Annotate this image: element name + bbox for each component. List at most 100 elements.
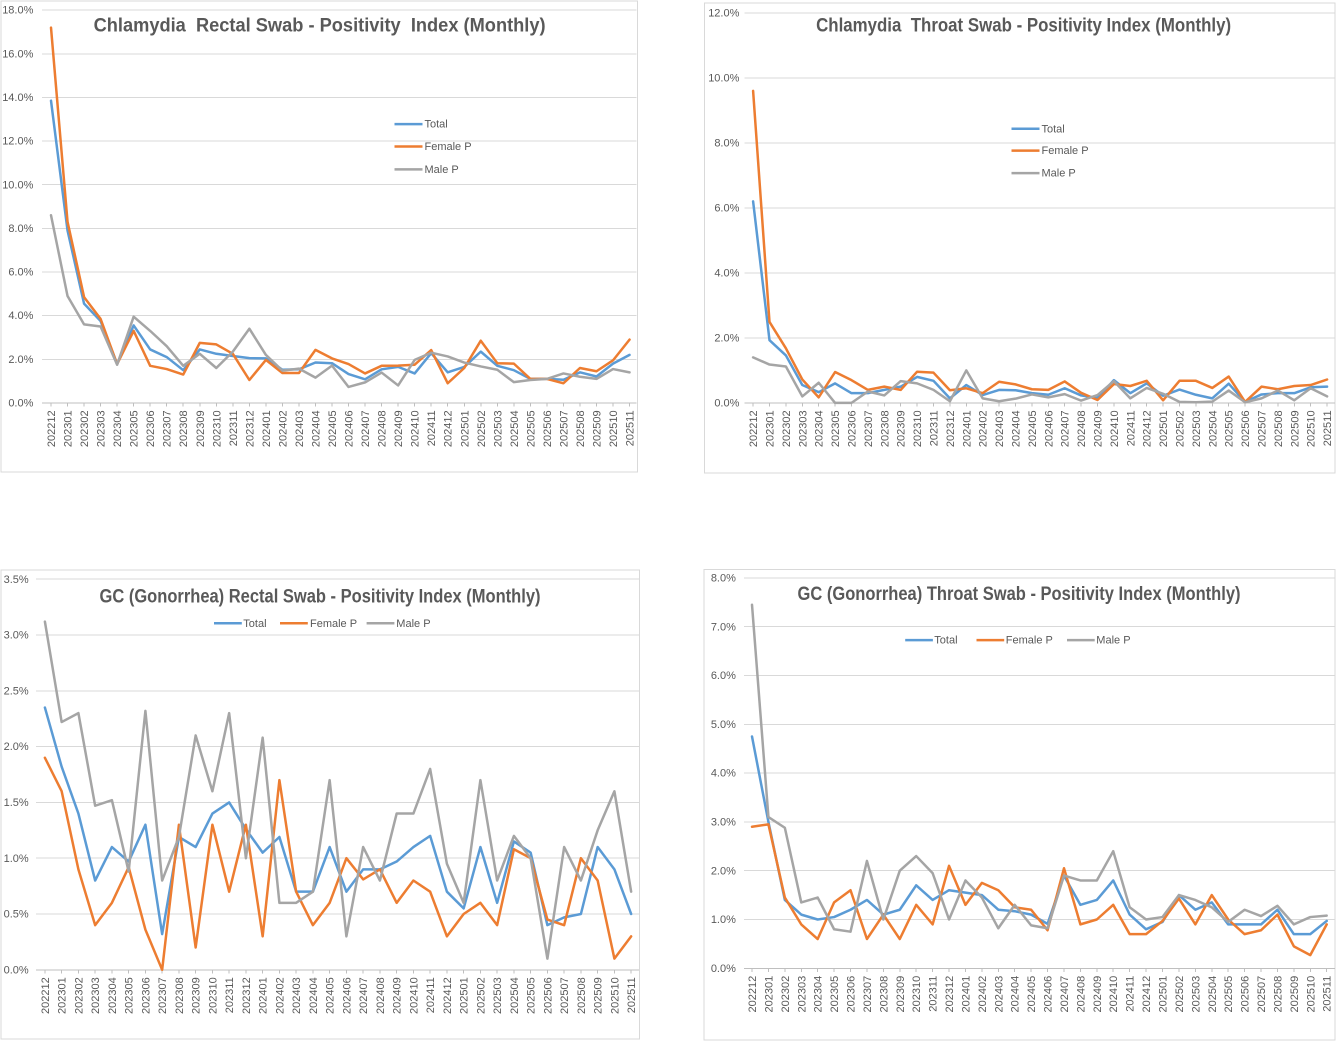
svg-text:202301: 202301 bbox=[763, 976, 775, 1013]
svg-text:202405: 202405 bbox=[327, 410, 339, 447]
svg-text:Male P: Male P bbox=[1042, 168, 1076, 180]
svg-text:0.0%: 0.0% bbox=[714, 398, 739, 410]
svg-text:202411: 202411 bbox=[425, 977, 437, 1013]
svg-text:202511: 202511 bbox=[625, 410, 637, 446]
svg-text:202506: 202506 bbox=[1240, 976, 1252, 1013]
svg-text:202310: 202310 bbox=[211, 410, 223, 447]
svg-text:202510: 202510 bbox=[1306, 410, 1318, 447]
svg-text:1.5%: 1.5% bbox=[4, 797, 29, 809]
svg-text:202411: 202411 bbox=[1125, 410, 1137, 446]
svg-text:202406: 202406 bbox=[1043, 976, 1055, 1013]
svg-text:6.0%: 6.0% bbox=[711, 670, 736, 682]
svg-text:202410: 202410 bbox=[1108, 976, 1120, 1013]
svg-text:202306: 202306 bbox=[846, 976, 858, 1013]
svg-text:6.0%: 6.0% bbox=[8, 267, 33, 279]
svg-text:6.0%: 6.0% bbox=[714, 203, 739, 215]
svg-text:202311: 202311 bbox=[929, 410, 941, 446]
svg-text:202303: 202303 bbox=[96, 410, 108, 447]
svg-text:202307: 202307 bbox=[862, 976, 874, 1013]
svg-text:202501: 202501 bbox=[1158, 976, 1170, 1013]
svg-text:202403: 202403 bbox=[294, 410, 306, 447]
svg-text:202503: 202503 bbox=[492, 977, 504, 1014]
svg-text:3.0%: 3.0% bbox=[711, 817, 736, 829]
svg-text:202409: 202409 bbox=[1093, 410, 1105, 447]
svg-text:14.0%: 14.0% bbox=[2, 92, 33, 104]
svg-text:GC (Gonorrhea) Throat Swab - P: GC (Gonorrhea) Throat Swab - Positivity … bbox=[798, 584, 1241, 605]
svg-text:202501: 202501 bbox=[1158, 410, 1170, 447]
svg-text:202511: 202511 bbox=[1322, 410, 1334, 446]
svg-text:3.0%: 3.0% bbox=[4, 630, 29, 642]
svg-text:0.0%: 0.0% bbox=[8, 398, 33, 410]
svg-text:202302: 202302 bbox=[780, 976, 792, 1013]
svg-text:202308: 202308 bbox=[879, 410, 891, 447]
svg-text:10.0%: 10.0% bbox=[708, 73, 739, 85]
svg-text:202309: 202309 bbox=[191, 977, 203, 1014]
svg-text:202504: 202504 bbox=[1207, 976, 1219, 1013]
svg-text:4.0%: 4.0% bbox=[714, 268, 739, 280]
svg-text:0.5%: 0.5% bbox=[4, 909, 29, 921]
svg-text:202309: 202309 bbox=[895, 976, 907, 1013]
svg-text:202511: 202511 bbox=[626, 977, 638, 1013]
svg-text:4.0%: 4.0% bbox=[8, 310, 33, 322]
svg-text:202301: 202301 bbox=[63, 410, 75, 447]
svg-text:202509: 202509 bbox=[591, 410, 603, 447]
svg-text:202510: 202510 bbox=[609, 977, 621, 1014]
svg-text:Female P: Female P bbox=[1006, 635, 1053, 647]
svg-text:202310: 202310 bbox=[207, 977, 219, 1014]
svg-text:202401: 202401 bbox=[961, 410, 973, 447]
svg-text:5.0%: 5.0% bbox=[711, 719, 736, 731]
svg-text:202405: 202405 bbox=[325, 977, 337, 1014]
svg-text:Total: Total bbox=[934, 635, 957, 647]
svg-text:202405: 202405 bbox=[1026, 976, 1038, 1013]
svg-text:202407: 202407 bbox=[360, 410, 372, 447]
svg-text:202510: 202510 bbox=[608, 410, 620, 447]
svg-text:202312: 202312 bbox=[244, 410, 256, 447]
svg-text:202308: 202308 bbox=[878, 976, 890, 1013]
svg-text:202309: 202309 bbox=[896, 410, 908, 447]
svg-text:202403: 202403 bbox=[994, 410, 1006, 447]
svg-text:202306: 202306 bbox=[847, 410, 859, 447]
svg-text:202505: 202505 bbox=[525, 410, 537, 447]
svg-text:Female P: Female P bbox=[1042, 145, 1089, 157]
svg-text:202507: 202507 bbox=[559, 977, 571, 1014]
svg-text:202407: 202407 bbox=[1060, 410, 1072, 447]
svg-text:202307: 202307 bbox=[157, 977, 169, 1014]
svg-text:202509: 202509 bbox=[1289, 410, 1301, 447]
svg-text:Male P: Male P bbox=[1096, 635, 1130, 647]
svg-text:202411: 202411 bbox=[1125, 976, 1137, 1012]
svg-text:202508: 202508 bbox=[575, 410, 587, 447]
svg-text:202311: 202311 bbox=[228, 410, 240, 446]
svg-text:202306: 202306 bbox=[140, 977, 152, 1014]
svg-text:202409: 202409 bbox=[1092, 976, 1104, 1013]
svg-text:202410: 202410 bbox=[1109, 410, 1121, 447]
svg-text:1.0%: 1.0% bbox=[4, 853, 29, 865]
svg-text:202304: 202304 bbox=[813, 976, 825, 1013]
svg-text:202406: 202406 bbox=[1043, 410, 1055, 447]
svg-text:202308: 202308 bbox=[174, 977, 186, 1014]
svg-text:202408: 202408 bbox=[1075, 976, 1087, 1013]
svg-text:3.5%: 3.5% bbox=[4, 574, 29, 586]
svg-text:202504: 202504 bbox=[509, 977, 521, 1014]
svg-text:2.0%: 2.0% bbox=[4, 741, 29, 753]
svg-text:202407: 202407 bbox=[1059, 976, 1071, 1013]
svg-text:202312: 202312 bbox=[944, 976, 956, 1013]
svg-text:202504: 202504 bbox=[1207, 410, 1219, 447]
svg-text:202402: 202402 bbox=[274, 977, 286, 1014]
svg-text:12.0%: 12.0% bbox=[708, 8, 739, 20]
svg-text:202401: 202401 bbox=[261, 410, 273, 447]
svg-text:202304: 202304 bbox=[814, 410, 826, 447]
svg-text:8.0%: 8.0% bbox=[711, 573, 736, 585]
svg-text:202301: 202301 bbox=[765, 410, 777, 447]
svg-text:2.5%: 2.5% bbox=[4, 685, 29, 697]
svg-text:2.0%: 2.0% bbox=[714, 333, 739, 345]
svg-text:202404: 202404 bbox=[1010, 976, 1022, 1013]
svg-text:7.0%: 7.0% bbox=[711, 621, 736, 633]
svg-text:0.0%: 0.0% bbox=[4, 964, 29, 976]
svg-text:1.0%: 1.0% bbox=[711, 914, 736, 926]
svg-text:202212: 202212 bbox=[747, 976, 759, 1013]
svg-text:202507: 202507 bbox=[1257, 410, 1269, 447]
svg-text:202303: 202303 bbox=[796, 976, 808, 1013]
svg-text:202406: 202406 bbox=[344, 410, 356, 447]
svg-text:202408: 202408 bbox=[377, 410, 389, 447]
svg-text:202404: 202404 bbox=[308, 977, 320, 1014]
